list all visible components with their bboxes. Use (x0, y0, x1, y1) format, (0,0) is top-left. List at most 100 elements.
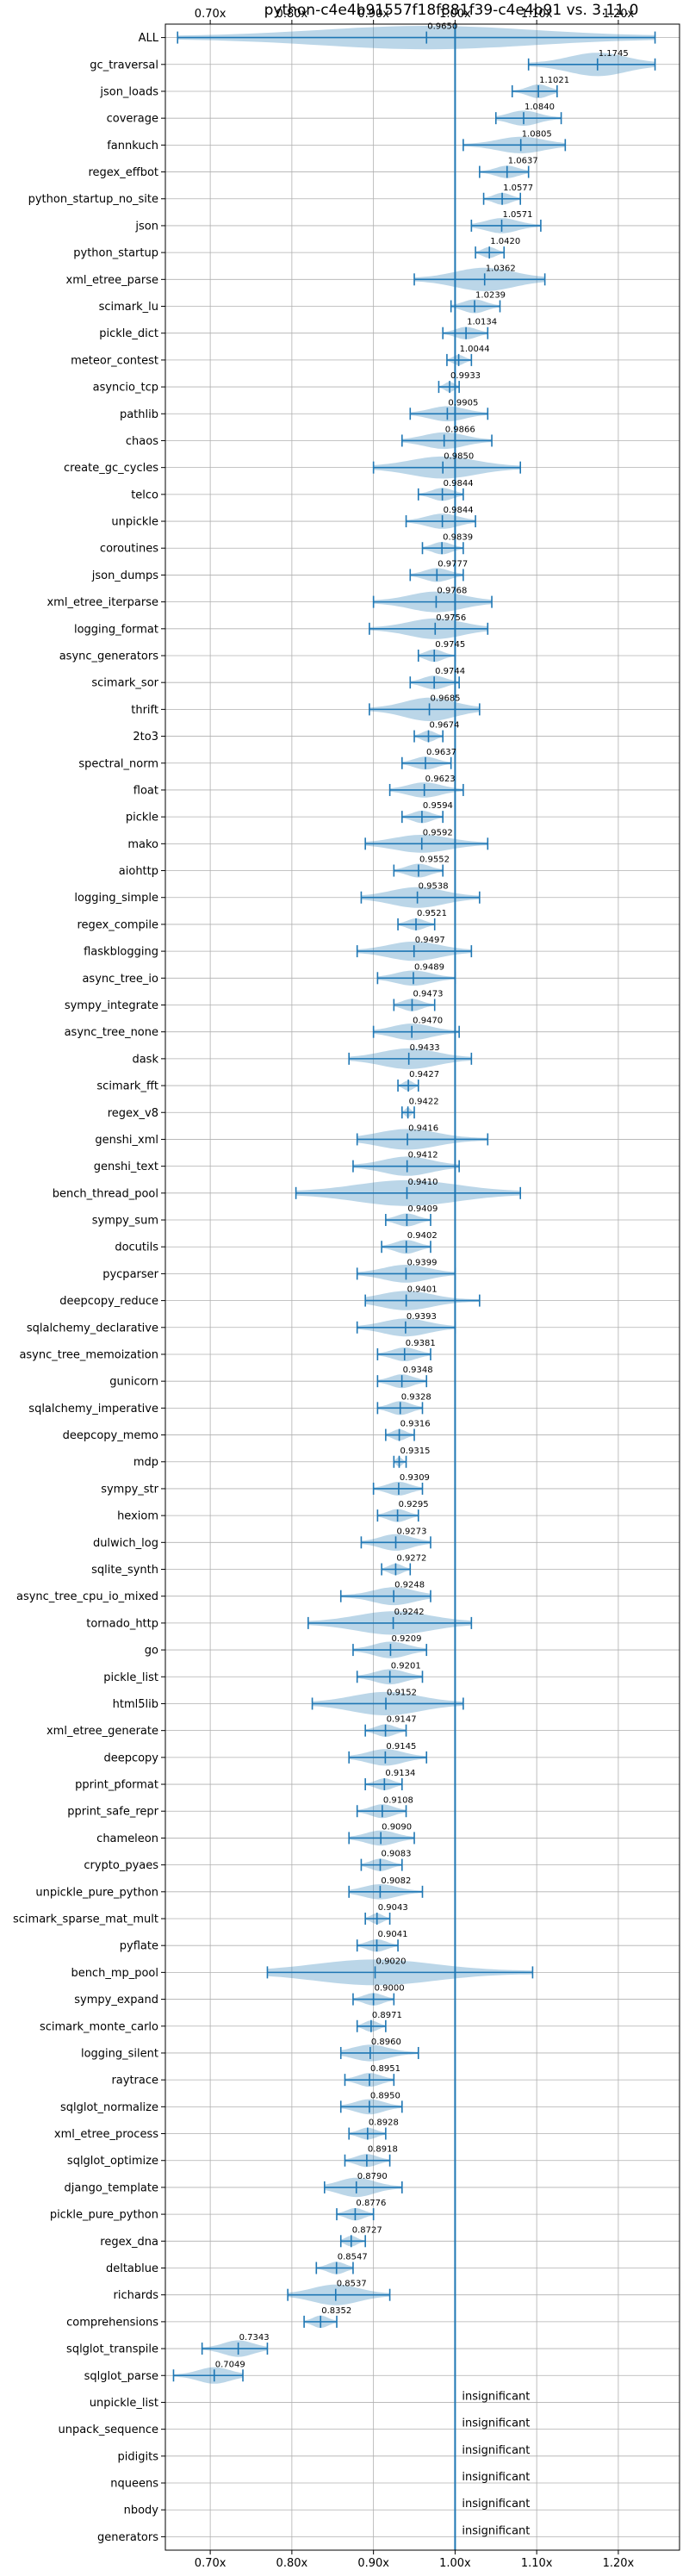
benchmark-label: richards (114, 2289, 159, 2302)
value-label: 0.9209 (391, 1634, 421, 1644)
axis-ticks: 0.70x 0.70x 0.80x 0.80x 0.90x 0.90x 1.00x 1.00x… (161, 8, 635, 2570)
benchmark-label: sqlalchemy_declarative (27, 1322, 158, 1335)
benchmark-label: sympy_sum (92, 1215, 158, 1228)
benchmark-label: unpickle_list (90, 2397, 158, 2410)
value-label: 0.9538 (419, 882, 449, 892)
benchmark-label: chaos (126, 435, 158, 448)
value-label: 0.7049 (215, 2360, 245, 2369)
benchmark-label: scimark_lu (99, 301, 158, 314)
value-label: 1.0239 (475, 291, 506, 301)
benchmark-label: django_template (65, 2181, 158, 2194)
value-label: 0.8960 (371, 2038, 401, 2047)
value-label: 0.9489 (414, 962, 444, 972)
benchmark-label: mdp (133, 1456, 158, 1469)
value-label: 0.9844 (444, 506, 474, 515)
benchmark-label: xml_etree_iterparse (47, 596, 158, 609)
benchmark-label: sqlglot_normalize (60, 2101, 158, 2114)
benchmark-label: 2to3 (133, 731, 158, 744)
benchmark-label: bench_thread_pool (53, 1187, 158, 1200)
benchmark-label: deepcopy_reduce (59, 1295, 158, 1308)
value-label: 0.9552 (419, 856, 450, 865)
benchmark-label: fannkuch (107, 140, 158, 152)
value-label: 0.8928 (369, 2119, 399, 2128)
value-label: 0.9409 (407, 1204, 438, 1214)
value-label: 0.9473 (413, 990, 443, 999)
value-label: 0.9650 (427, 22, 457, 32)
value-label: 0.9381 (406, 1339, 436, 1348)
benchmark-label: python_startup_no_site (28, 193, 158, 206)
benchmark-label: create_gc_cycles (64, 462, 158, 475)
x-tick-label-top: 0.90x (357, 8, 389, 21)
insignificant-label: insignificant (462, 2498, 530, 2511)
value-label: 0.9685 (431, 694, 461, 703)
value-label: 0.9000 (375, 1984, 405, 1994)
benchmark-label: bench_mp_pool (71, 1967, 158, 1980)
value-label: 0.9410 (407, 1178, 438, 1187)
value-label: 0.9422 (409, 1097, 439, 1106)
benchmark-label: scimark_monte_carlo (40, 2020, 158, 2033)
benchmark-label: chameleon (96, 1832, 158, 1845)
value-label: 1.0362 (486, 264, 516, 273)
benchmark-label: coverage (107, 113, 158, 126)
value-label: 0.9637 (426, 748, 456, 757)
x-tick-label-bottom: 1.10x (521, 2557, 553, 2570)
benchmark-label: regex_compile (77, 918, 158, 931)
benchmark-label: deltablue (106, 2262, 158, 2275)
value-label: 0.8727 (352, 2225, 382, 2235)
value-label: 0.9090 (382, 1822, 412, 1832)
value-label: 0.9273 (397, 1527, 427, 1536)
benchmark-label: generators (97, 2531, 158, 2544)
benchmark-label: regex_effbot (88, 166, 158, 179)
value-label: 0.9905 (448, 398, 478, 408)
value-label: 0.9083 (382, 1850, 412, 1859)
benchmark-label: scimark_fft (96, 1080, 158, 1093)
value-label: 1.1745 (599, 49, 629, 59)
benchmark-label: raytrace (111, 2075, 158, 2088)
value-label: 0.9839 (443, 532, 473, 542)
value-label: 0.9248 (394, 1581, 425, 1590)
value-label: 0.9756 (436, 613, 466, 623)
benchmark-label: json_loads (99, 85, 158, 98)
value-label: 1.0571 (503, 210, 533, 220)
value-label: 1.0840 (525, 103, 555, 112)
benchmark-label: xml_etree_generate (47, 1725, 158, 1738)
value-label: 0.9020 (376, 1957, 407, 1966)
benchmark-label: meteor_contest (71, 354, 158, 367)
benchmark-label: pickle_list (103, 1671, 158, 1684)
benchmark-label: unpack_sequence (58, 2424, 158, 2436)
benchmark-label: sympy_expand (74, 1994, 158, 2007)
value-label: 0.9592 (423, 828, 453, 837)
benchmark-label: genshi_text (94, 1160, 158, 1173)
value-label: 0.9416 (408, 1123, 438, 1133)
value-label: 1.0134 (467, 318, 497, 327)
benchmark-label: thrift (131, 704, 158, 717)
benchmark-label: docutils (115, 1241, 158, 1254)
benchmark-label: json_dumps (91, 569, 158, 582)
value-label: 0.8547 (338, 2253, 368, 2262)
value-label: 0.9401 (407, 1285, 438, 1295)
benchmark-label: pprint_pformat (75, 1779, 158, 1792)
value-label: 1.0577 (503, 184, 533, 193)
benchmark-label: gunicorn (109, 1376, 158, 1389)
value-label: 0.9328 (401, 1392, 431, 1402)
benchmark-label: aiohttp (119, 865, 158, 878)
benchmark-label: sqlglot_transpile (66, 2343, 158, 2356)
benchmark-label: async_tree_none (65, 1026, 158, 1039)
value-label: 0.9521 (417, 909, 447, 918)
value-label: 0.8790 (357, 2172, 388, 2181)
x-tick-label-bottom: 0.80x (276, 2557, 308, 2570)
value-label: 0.9844 (444, 479, 474, 488)
value-label: 0.9147 (387, 1715, 417, 1725)
benchmark-label: scimark_sor (91, 677, 158, 690)
benchmark-label: unpickle_pure_python (35, 1886, 158, 1899)
value-label: 1.1021 (539, 76, 569, 85)
benchmark-labels: ALL gc_traversal json_loads coverage fannkuc… (13, 32, 159, 2544)
insignificant-label: insignificant (462, 2417, 530, 2430)
benchmark-label: coroutines (100, 543, 158, 556)
benchmark-label: logging_simple (74, 892, 158, 905)
value-label: 0.9108 (383, 1795, 413, 1805)
benchmark-label: sqlalchemy_imperative (28, 1403, 158, 1416)
benchmark-label: json (134, 220, 158, 233)
value-label: 0.9412 (408, 1151, 438, 1160)
benchmark-label: async_tree_memoization (19, 1348, 158, 1361)
